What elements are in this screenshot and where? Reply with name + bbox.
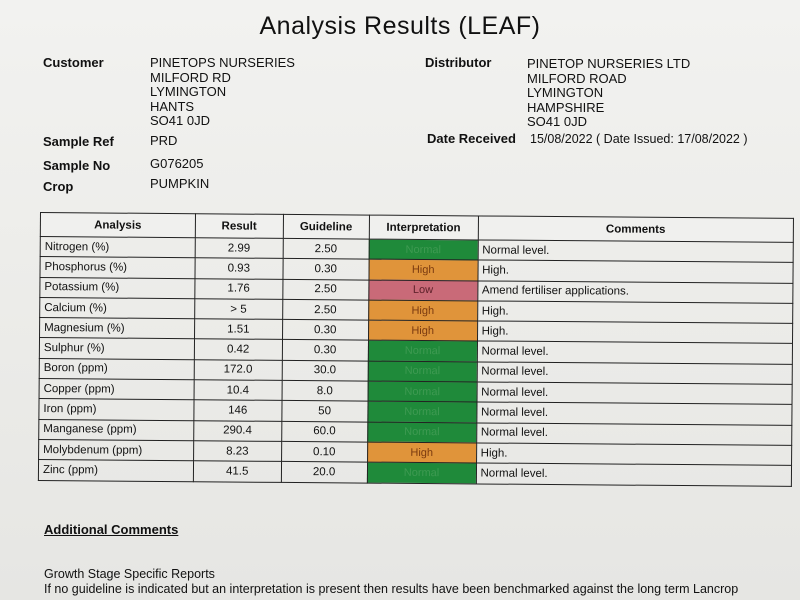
- comment-cell: High.: [476, 442, 792, 466]
- page-title: Analysis Results (LEAF): [259, 12, 541, 40]
- interpretation-cell: Low: [368, 279, 478, 301]
- distributor-label: Distributor: [425, 55, 492, 70]
- result-cell: 8.23: [193, 440, 282, 462]
- analysis-cell: Zinc (ppm): [38, 459, 194, 482]
- header-guideline: Guideline: [282, 214, 370, 240]
- guideline-cell: 2.50: [282, 238, 369, 260]
- interpretation-cell: High: [367, 442, 477, 464]
- header-result: Result: [195, 213, 284, 239]
- guideline-cell: 0.30: [282, 319, 369, 341]
- result-cell: 10.4: [193, 379, 282, 401]
- customer-line: SO41 0JD: [150, 113, 210, 128]
- interpretation-cell: High: [368, 259, 478, 281]
- crop-label: Crop: [43, 179, 74, 194]
- analysis-cell: Sulphur (%): [39, 337, 195, 360]
- analysis-cell: Potassium (%): [39, 277, 195, 299]
- analysis-cell: Magnesium (%): [39, 317, 195, 340]
- customer-line: MILFORD RD: [150, 69, 231, 85]
- result-cell: 0.42: [194, 339, 283, 361]
- analysis-cell: Iron (ppm): [38, 398, 194, 421]
- customer-line: LYMINGTON: [150, 84, 227, 99]
- footer-line-1: Growth Stage Specific Reports: [44, 567, 215, 581]
- footer-line-2: If no guideline is indicated but an inte…: [44, 582, 739, 596]
- comment-cell: Normal level.: [475, 463, 792, 486]
- result-cell: 2.99: [194, 237, 283, 259]
- guideline-cell: 30.0: [281, 360, 368, 382]
- interpretation-cell: Normal: [367, 360, 477, 383]
- customer-label: Customer: [43, 55, 104, 70]
- guideline-cell: 50: [281, 400, 368, 422]
- interpretation-cell: Normal: [367, 401, 477, 423]
- distributor-line: SO41 0JD: [527, 114, 587, 129]
- sample-no-label: Sample No: [43, 158, 111, 173]
- interpretation-cell: Normal: [368, 239, 478, 261]
- distributor-line: LYMINGTON: [527, 85, 604, 100]
- comment-cell: Amend fertiliser applications.: [477, 280, 793, 304]
- interpretation-cell: Normal: [367, 421, 477, 443]
- header-analysis: Analysis: [40, 212, 196, 238]
- comment-cell: Normal level.: [476, 422, 792, 446]
- result-cell: > 5: [194, 298, 283, 320]
- comment-cell: Normal level.: [476, 402, 793, 426]
- guideline-cell: 2.50: [282, 299, 369, 321]
- comment-cell: High.: [477, 260, 794, 284]
- analysis-cell: Copper (ppm): [39, 378, 194, 401]
- comment-cell: High.: [477, 321, 793, 344]
- distributor-line: HAMPSHIRE: [527, 99, 605, 115]
- crop-value: PUMPKIN: [150, 176, 210, 191]
- guideline-cell: 0.10: [281, 441, 368, 463]
- additional-comments-heading: Additional Comments: [44, 522, 179, 537]
- result-cell: 290.4: [193, 420, 282, 442]
- analysis-cell: Molybdenum (ppm): [38, 439, 194, 461]
- analysis-cell: Manganese (ppm): [38, 419, 194, 441]
- interpretation-cell: Normal: [367, 340, 478, 362]
- table-body: Nitrogen (%) 2.99 2.50 Normal Normal level. P…: [38, 236, 794, 486]
- analysis-cell: Nitrogen (%): [40, 236, 196, 259]
- guideline-cell: 60.0: [281, 421, 368, 443]
- date-received-label: Date Received: [427, 131, 516, 146]
- result-cell: 1.76: [194, 278, 283, 300]
- sample-no-value: G076205: [150, 156, 204, 171]
- comment-cell: High.: [477, 300, 793, 324]
- guideline-cell: 0.30: [282, 339, 369, 361]
- result-cell: 146: [193, 400, 282, 422]
- header-comments: Comments: [477, 215, 794, 243]
- results-table: Analysis Result Guideline Interpretation…: [38, 212, 794, 486]
- interpretation-cell: Normal: [367, 462, 477, 484]
- guideline-cell: 0.30: [282, 258, 369, 280]
- customer-line: PINETOPS NURSERIES: [150, 55, 295, 70]
- result-cell: 1.51: [194, 318, 283, 340]
- guideline-cell: 2.50: [282, 279, 369, 300]
- distributor-address: PINETOP NURSERIES LTD MILFORD ROAD LYMIN…: [527, 56, 691, 130]
- guideline-cell: 20.0: [281, 461, 368, 483]
- result-cell: 0.93: [194, 258, 283, 280]
- interpretation-cell: High: [368, 299, 478, 322]
- result-cell: 172.0: [193, 359, 283, 381]
- date-received-value: 15/08/2022 ( Date Issued: 17/08/2022 ): [530, 132, 748, 146]
- analysis-cell: Phosphorus (%): [39, 256, 195, 279]
- analysis-cell: Calcium (%): [39, 297, 195, 319]
- customer-line: HANTS: [150, 98, 195, 114]
- interpretation-cell: High: [368, 320, 478, 342]
- distributor-line: PINETOP NURSERIES LTD: [527, 56, 691, 71]
- result-cell: 41.5: [193, 460, 282, 482]
- comment-cell: Normal level.: [477, 239, 794, 263]
- sample-ref-value: PRD: [150, 133, 178, 148]
- guideline-cell: 8.0: [281, 380, 368, 402]
- sample-ref-label: Sample Ref: [43, 134, 114, 149]
- header-interpretation: Interpretation: [368, 215, 479, 240]
- comment-cell: Normal level.: [476, 382, 793, 405]
- interpretation-cell: Normal: [367, 381, 477, 403]
- customer-address: PINETOPS NURSERIES MILFORD RD LYMINGTON …: [150, 55, 295, 129]
- analysis-cell: Boron (ppm): [39, 358, 195, 380]
- comment-cell: Normal level.: [476, 361, 793, 385]
- distributor-line: MILFORD ROAD: [527, 70, 627, 86]
- comment-cell: Normal level.: [476, 341, 793, 365]
